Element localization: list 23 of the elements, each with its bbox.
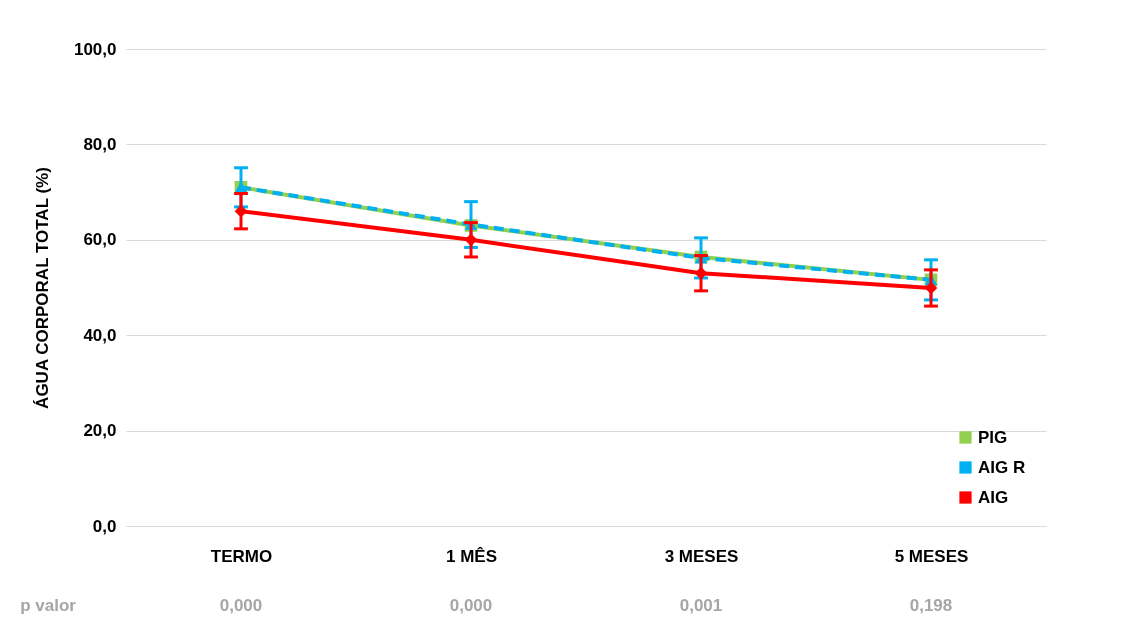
y-tick-label: 80,0 — [83, 134, 117, 154]
point — [694, 266, 708, 280]
legend-label: AIG — [978, 487, 1009, 507]
legend-label: AIG R — [978, 457, 1026, 477]
y-tick-label: 40,0 — [83, 325, 117, 345]
text: 0,000 — [449, 596, 493, 615]
y-axis-title: ÁGUA CORPORAL TOTAL (%) — [32, 167, 52, 409]
y-tick-label: 100,0 — [73, 39, 117, 59]
x-tick-label: 1 MÊS — [445, 546, 498, 566]
point — [234, 204, 248, 218]
x-tick-label: TERMO — [210, 546, 273, 566]
x-tick-label: 3 MESES — [664, 546, 739, 566]
text: p valor — [20, 596, 77, 615]
text: 0,198 — [909, 596, 953, 615]
y-tick-label: 20,0 — [83, 421, 117, 441]
x-tick-label: 5 MESES — [894, 546, 969, 566]
point — [464, 233, 478, 247]
y-tick-label: 0,0 — [92, 516, 117, 536]
y-tick-label: 60,0 — [83, 230, 117, 250]
point — [924, 281, 938, 295]
text: 0,000 — [219, 596, 263, 615]
legend-label: PIG — [978, 427, 1008, 447]
text: 0,001 — [679, 596, 723, 615]
